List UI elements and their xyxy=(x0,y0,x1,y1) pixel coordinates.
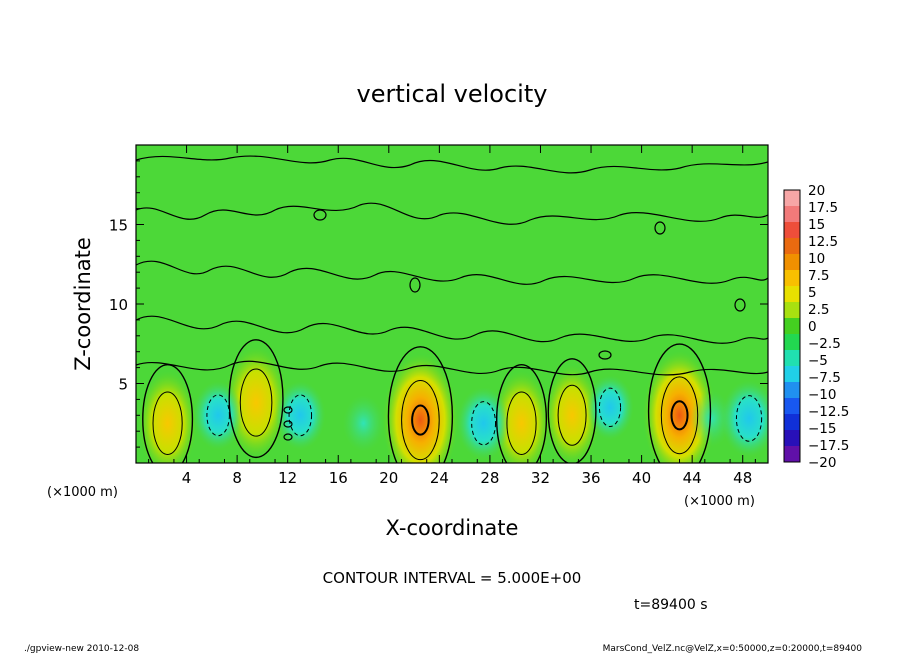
updraft-contour-outer xyxy=(647,343,712,463)
y-axis-label: Z-coordinate xyxy=(71,237,95,371)
y-tick-label: 10 xyxy=(109,296,128,314)
colorbar-label: 2.5 xyxy=(808,302,829,318)
colorbar-label: 10 xyxy=(808,251,825,267)
updraft-contour-outer xyxy=(496,363,548,463)
colorbar-label: −12.5 xyxy=(808,404,849,420)
x-axis-label: X-coordinate xyxy=(386,516,519,540)
x-tick-label: 32 xyxy=(531,469,550,487)
colorbar-swatch xyxy=(784,270,800,286)
colorbar-label: −20 xyxy=(808,455,837,471)
downdraft-cell xyxy=(457,387,511,460)
x-tick-label: 4 xyxy=(182,469,192,487)
x-tick-label: 44 xyxy=(683,469,702,487)
colorbar-swatch xyxy=(784,334,800,350)
colorbar-swatch xyxy=(784,286,800,302)
x-tick-label: 28 xyxy=(480,469,499,487)
downdraft-cell xyxy=(586,375,634,440)
updraft-contour-outer xyxy=(387,346,454,463)
footer-right: MarsCond_VelZ.nc@VelZ,x=0:50000,z=0:2000… xyxy=(603,644,863,654)
y-axis: 5 10 15 xyxy=(109,160,768,448)
cell-contours xyxy=(142,339,763,463)
colorbar-label: 15 xyxy=(808,217,825,233)
downdraft-cell xyxy=(275,381,326,450)
colorbar-swatch xyxy=(784,206,800,222)
x-tick-label: 12 xyxy=(278,469,297,487)
plot-area xyxy=(136,145,768,463)
x-tick-label: 36 xyxy=(581,469,600,487)
colorbar-swatch xyxy=(784,398,800,414)
colorbar-label: −17.5 xyxy=(808,438,849,454)
updraft-contour-mid xyxy=(239,368,273,437)
updraft-contour-mid xyxy=(506,391,537,455)
updraft-contour-mid xyxy=(660,376,699,455)
colorbar-frame xyxy=(783,189,801,463)
updraft-cell xyxy=(382,354,458,463)
x-axis: 4 8 12 16 20 24 28 32 36 40 44 48 xyxy=(148,145,756,487)
updraft-contour-core xyxy=(670,400,689,431)
contour-interval-label: CONTOUR INTERVAL = 5.000E+00 xyxy=(323,569,582,587)
colorbar-label: 17.5 xyxy=(808,200,838,216)
x-unit-right: (×1000 m) xyxy=(684,494,755,509)
colorbar-label: 0 xyxy=(808,319,817,335)
x-tick-label: 16 xyxy=(329,469,348,487)
downdraft-cell xyxy=(193,381,244,450)
x-tick-label: 20 xyxy=(379,469,398,487)
updraft-contour-outer xyxy=(228,339,284,459)
colorbar-label: 12.5 xyxy=(808,234,838,250)
contour-lines xyxy=(136,155,768,441)
colorbar-swatch xyxy=(784,350,800,366)
downdraft-contour xyxy=(598,387,622,428)
downdraft-contour xyxy=(206,394,230,437)
colorbar-label: −10 xyxy=(808,387,837,403)
x-tick-label: 8 xyxy=(232,469,242,487)
x-tick-label: 40 xyxy=(632,469,651,487)
colorbar-swatch xyxy=(784,430,800,446)
colorbar-swatch xyxy=(784,446,800,462)
downdraft-cell xyxy=(343,395,385,452)
colorbar-swatch xyxy=(784,222,800,238)
colorbar-label: −2.5 xyxy=(808,336,841,352)
downdraft-cell xyxy=(690,390,732,447)
chart-title: vertical velocity xyxy=(357,80,548,108)
colorbar-swatch xyxy=(784,302,800,318)
colorbar-swatch xyxy=(784,238,800,254)
time-label: t=89400 s xyxy=(634,597,708,613)
colorbar: 2017.51512.5107.552.50−2.5−5−7.5−10−12.5… xyxy=(783,183,849,471)
y-tick-label: 5 xyxy=(118,376,128,394)
colorbar-label: −15 xyxy=(808,421,837,437)
colorbar-swatch xyxy=(784,254,800,270)
colorbar-label: −7.5 xyxy=(808,370,841,386)
colorbar-swatch xyxy=(784,318,800,334)
colorbar-swatch xyxy=(784,366,800,382)
updraft-cell xyxy=(544,365,601,463)
velocity-field xyxy=(138,346,768,463)
downdraft-contour xyxy=(735,395,763,442)
downdraft-contour xyxy=(471,401,497,446)
colorbar-label: 7.5 xyxy=(808,268,829,284)
colorbar-swatch xyxy=(784,382,800,398)
x-tick-label: 48 xyxy=(733,469,752,487)
updraft-cell xyxy=(138,371,197,463)
downdraft-contour xyxy=(288,394,313,437)
colorbar-label: 5 xyxy=(808,285,817,301)
colorbar-label: −5 xyxy=(808,353,828,369)
downdraft-cell xyxy=(721,380,768,457)
updraft-contour-core xyxy=(411,404,430,436)
updraft-contour-outer xyxy=(142,363,194,463)
footer-left: ./gpview-new 2010-12-08 xyxy=(24,644,139,654)
x-tick-label: 24 xyxy=(430,469,449,487)
colorbar-label: 20 xyxy=(808,183,825,199)
y-tick-label: 15 xyxy=(109,217,128,235)
updraft-contour-outer xyxy=(547,358,597,463)
colorbar-swatch xyxy=(784,190,800,206)
updraft-contour-mid xyxy=(152,391,183,455)
updraft-contour-mid xyxy=(557,384,587,446)
updraft-contour-mid xyxy=(401,379,440,461)
x-unit-left: (×1000 m) xyxy=(47,485,118,500)
colorbar-swatch xyxy=(784,414,800,430)
